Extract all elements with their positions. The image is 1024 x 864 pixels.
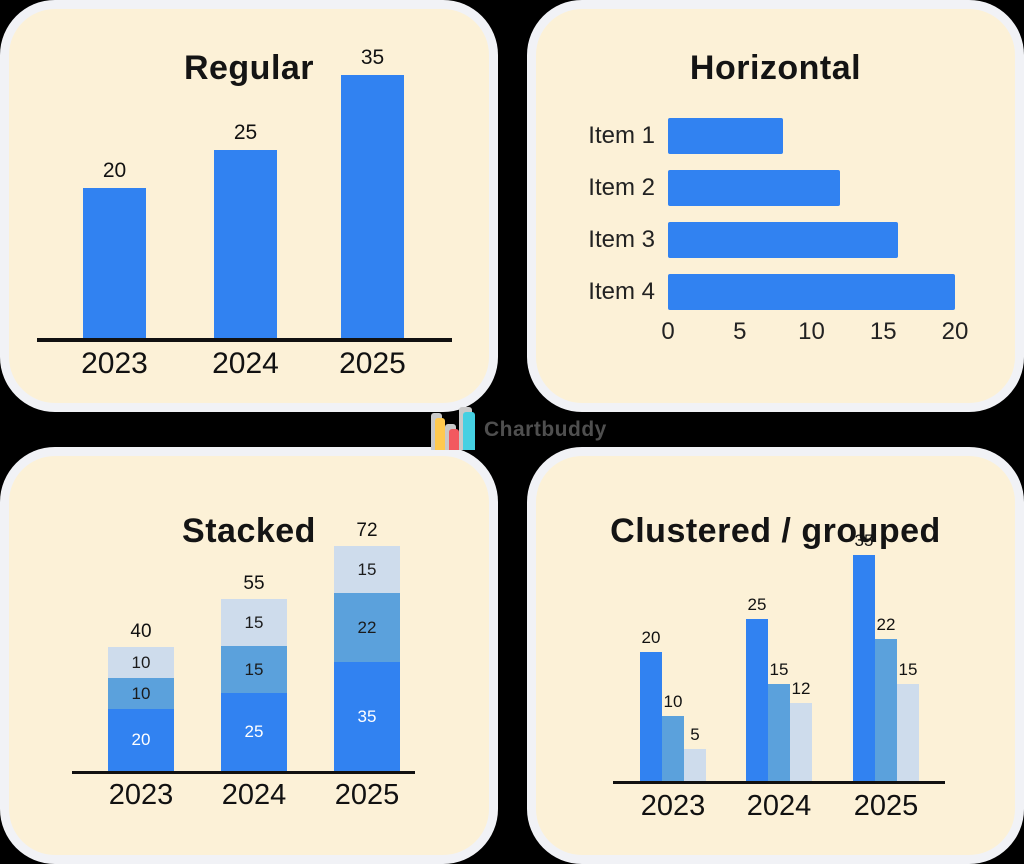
x-axis-line [72, 771, 415, 774]
logo-bar-red [449, 429, 459, 450]
regular-chart-plot: 20 2023 25 2024 35 2025 [9, 9, 489, 403]
regular-chart-title: Regular [183, 49, 315, 88]
horizontal-chart-plot: Item 1 Item 2 Item 3 Item 4 0 5 10 15 20 [536, 9, 1015, 403]
bar-value-label: 15 [769, 660, 789, 679]
bar [897, 684, 919, 781]
segment-value-label: 15 [244, 613, 264, 632]
category-label: Item 3 [588, 226, 655, 253]
bar-segment [108, 647, 174, 678]
category-label: 2024 [746, 790, 812, 822]
x-axis-line [37, 338, 452, 342]
total-value-label: 40 [130, 621, 152, 642]
horizontal-chart-title: Horizontal [689, 49, 862, 88]
segment-value-label: 20 [131, 730, 151, 749]
bar-value-label: 22 [876, 615, 896, 634]
bar-value-label: 10 [663, 692, 683, 711]
segment-value-label: 25 [244, 722, 264, 741]
clustered-chart-plot: 20 10 5 2023 25 15 12 2024 35 22 15 2025 [536, 456, 1015, 855]
logo-bar-teal [463, 412, 475, 450]
bar [668, 222, 898, 258]
bar [746, 619, 768, 781]
category-label: 2024 [212, 347, 279, 380]
watermark: Chartbuddy [424, 405, 684, 453]
segment-value-label: 22 [357, 618, 377, 637]
bar-value-label: 25 [747, 595, 767, 614]
total-value-label: 72 [356, 520, 378, 541]
category-label: 2025 [339, 347, 406, 380]
segment-value-label: 10 [131, 653, 151, 672]
bar-value-label: 15 [898, 660, 918, 679]
bar [668, 274, 955, 310]
stacked-chart-title: Stacked [182, 512, 316, 551]
bar-segment [221, 693, 287, 771]
bar-segment [221, 599, 287, 646]
bar [214, 150, 277, 338]
segment-value-label: 15 [357, 560, 377, 579]
category-label: Item 4 [588, 278, 655, 305]
bar [790, 703, 812, 781]
bar-value-label: 35 [360, 46, 385, 69]
logo-bar-orange [435, 418, 445, 450]
bar [853, 555, 875, 781]
bar-segment [221, 646, 287, 693]
panel-stacked-chart: Stacked 20 10 10 40 2023 25 15 15 55 2024 35 22 15 72… [9, 456, 489, 855]
category-label: Item 2 [588, 174, 655, 201]
bar [875, 639, 897, 781]
bar [668, 170, 840, 206]
bar [640, 652, 662, 781]
bar-value-label: 5 [690, 725, 700, 744]
bar-segment [334, 662, 400, 771]
bar [668, 118, 783, 154]
panel-regular-chart: Regular 20 2023 25 2024 35 2025 [9, 9, 489, 403]
stacked-chart-plot: 20 10 10 40 2023 25 15 15 55 2024 35 22 15 72 2025 [9, 456, 489, 855]
bar-segment [108, 709, 174, 771]
x-tick-label: 15 [869, 318, 897, 345]
category-label: 2023 [108, 779, 174, 811]
x-tick-label: 10 [798, 318, 825, 345]
x-tick-label: 0 [661, 318, 675, 345]
bar [341, 75, 404, 338]
category-label: 2023 [81, 347, 148, 380]
bar [83, 188, 146, 338]
total-value-label: 55 [243, 573, 265, 594]
segment-value-label: 15 [244, 660, 264, 679]
bar [662, 716, 684, 781]
watermark-brand-text: Chartbuddy [484, 418, 607, 441]
x-axis-line [613, 781, 945, 784]
bar-value-label: 35 [854, 531, 874, 550]
panel-horizontal-chart: Horizontal Item 1 Item 2 Item 3 Item 4 0 5 10 1… [536, 9, 1015, 403]
bar-segment [108, 678, 174, 709]
category-label: 2024 [221, 779, 287, 811]
clustered-chart-title: Clustered / grouped [610, 512, 941, 551]
segment-value-label: 10 [131, 684, 151, 703]
bar-value-label: 12 [791, 679, 811, 698]
x-tick-label: 20 [941, 318, 969, 345]
bar-segment [334, 546, 400, 593]
panel-clustered-chart: Clustered / grouped 20 10 5 2023 25 15 12 2024 3… [536, 456, 1015, 855]
bar [684, 749, 706, 781]
bar-value-label: 20 [102, 159, 127, 182]
category-label: 2023 [640, 790, 706, 822]
category-label: 2025 [853, 790, 919, 822]
bar-value-label: 20 [641, 628, 661, 647]
segment-value-label: 35 [357, 707, 377, 726]
bar-segment [334, 593, 400, 662]
category-label: 2025 [334, 779, 400, 811]
bar [768, 684, 790, 781]
category-label: Item 1 [588, 122, 655, 149]
bar-value-label: 25 [233, 121, 258, 144]
x-tick-label: 5 [733, 318, 747, 345]
bar-chart-logo-icon [424, 407, 480, 453]
